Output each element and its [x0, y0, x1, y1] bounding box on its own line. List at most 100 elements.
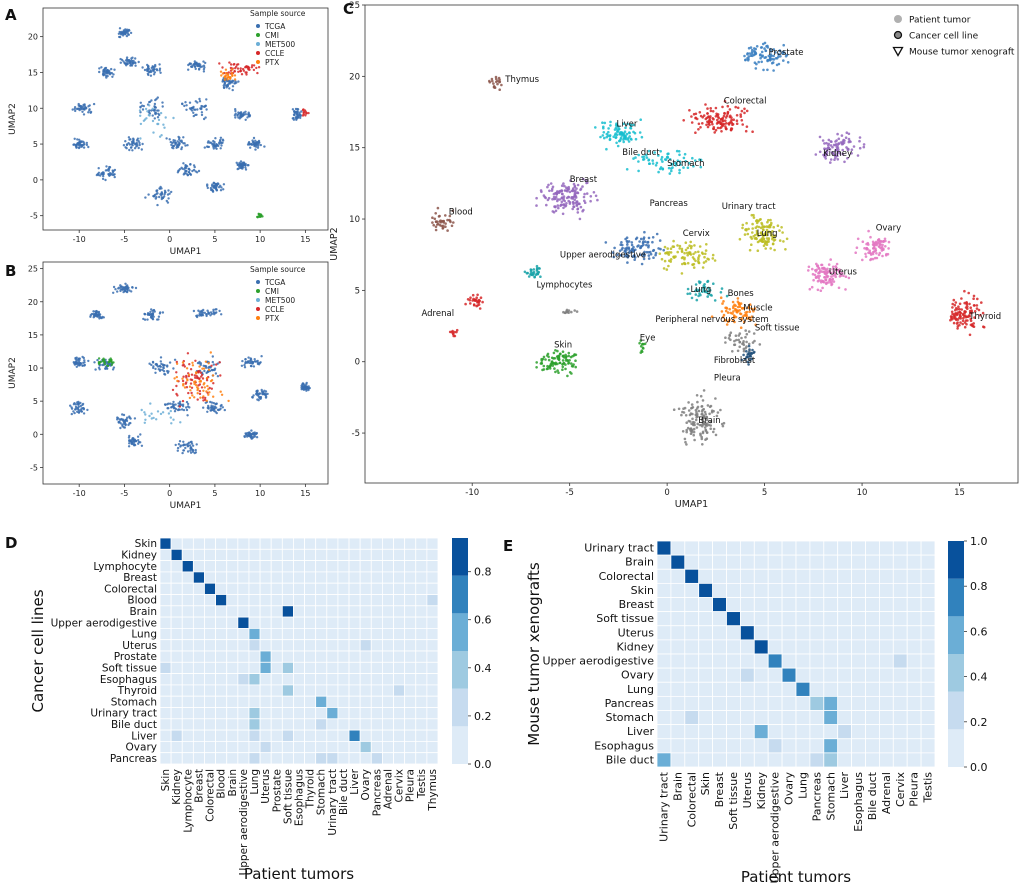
- sample-point: [448, 214, 452, 218]
- tcga-point: [248, 114, 252, 118]
- heatmap-cell: [304, 707, 317, 720]
- heatmap-cell: [270, 661, 283, 674]
- heatmap-cell: [823, 710, 839, 726]
- sample-point: [572, 188, 575, 192]
- colorbar-tick-label: 0.4: [970, 671, 988, 684]
- sample-point: [683, 251, 686, 255]
- tcga-point: [159, 356, 163, 359]
- sample-point: [868, 251, 872, 254]
- sample-point: [552, 192, 556, 196]
- tcga-point: [205, 313, 208, 316]
- heatmap-cell: [281, 605, 294, 618]
- sample-point: [688, 109, 691, 112]
- tcga-point: [234, 80, 237, 83]
- sample-point: [721, 302, 724, 305]
- sample-point: [690, 296, 694, 300]
- sample-point: [764, 247, 767, 250]
- tcga-point: [187, 63, 190, 67]
- tcga-point: [222, 188, 225, 191]
- heatmap-cell: [159, 684, 172, 697]
- heatmap-cell: [865, 738, 880, 754]
- heatmap-cell: [393, 548, 406, 561]
- tcga-point: [177, 169, 180, 172]
- sample-point: [708, 123, 711, 127]
- tcga-point: [155, 193, 158, 196]
- ccle-point: [194, 376, 197, 379]
- row-label: Bile duct: [111, 719, 157, 731]
- legend-marker: [256, 298, 260, 302]
- heatmap-cell: [851, 639, 866, 655]
- sample-point: [869, 235, 872, 239]
- heatmap-cell: [248, 673, 261, 686]
- heatmap-cell: [795, 738, 811, 754]
- ptx-point: [205, 390, 208, 393]
- tcga-point: [104, 66, 108, 70]
- heatmap-cell: [823, 653, 839, 669]
- sample-point: [757, 225, 761, 229]
- ccle-point: [201, 377, 205, 380]
- ccle-point: [171, 388, 175, 392]
- sample-point: [745, 125, 749, 128]
- heatmap-cell: [404, 548, 417, 561]
- heatmap-cell: [670, 752, 686, 768]
- sample-point: [556, 204, 560, 207]
- colorbar-tick-label: 0.8: [474, 566, 492, 579]
- sample-point: [877, 242, 880, 245]
- sample-point: [655, 232, 659, 236]
- sample-point: [839, 141, 843, 144]
- sample-point: [680, 256, 684, 260]
- tcga-point: [122, 413, 126, 417]
- sample-point: [550, 362, 554, 365]
- heatmap-cell: [237, 616, 250, 629]
- sample-point: [560, 184, 564, 187]
- ccle-point: [181, 379, 185, 383]
- sample-point: [735, 114, 739, 117]
- ccle-point: [256, 71, 259, 75]
- tcga-point: [76, 138, 79, 141]
- ptx-point: [196, 392, 199, 395]
- heatmap-cell: [851, 540, 866, 556]
- heatmap-cell: [726, 540, 741, 556]
- tcga-point: [190, 440, 193, 443]
- heatmap-cell: [359, 571, 372, 584]
- sample-point: [692, 252, 695, 256]
- sample-point: [756, 249, 760, 252]
- tcga-point: [220, 144, 223, 147]
- tcga-point: [184, 101, 187, 104]
- ptx-point: [189, 389, 192, 392]
- sample-point: [556, 198, 560, 201]
- x-axis-label: UMAP1: [675, 499, 708, 510]
- sample-point: [567, 185, 570, 189]
- cmi-point: [257, 213, 261, 216]
- sample-point: [835, 139, 838, 142]
- heatmap-cell: [192, 650, 205, 663]
- sample-point: [818, 135, 822, 139]
- colorbar-tick-label: 0.0: [474, 758, 492, 771]
- colorbar-tick-label: 1.0: [970, 535, 988, 548]
- sample-point: [759, 56, 762, 60]
- sample-point: [829, 258, 832, 261]
- sample-point: [736, 106, 740, 110]
- sample-point: [553, 357, 557, 360]
- tcga-point: [161, 311, 165, 314]
- sample-point: [687, 409, 691, 412]
- heatmap-cell: [404, 537, 417, 550]
- heatmap-cell: [823, 724, 839, 740]
- tcga-point: [94, 368, 97, 371]
- sample-point: [476, 293, 479, 297]
- heatmap-cell: [337, 628, 350, 641]
- heatmap-cell: [906, 597, 922, 613]
- tcga-point: [151, 317, 154, 320]
- tcga-point: [296, 107, 299, 111]
- heatmap-cell: [712, 724, 727, 740]
- sample-point: [708, 118, 712, 122]
- sample-point: [705, 243, 708, 246]
- heatmap-cell: [270, 729, 283, 742]
- tcga-point: [255, 432, 258, 435]
- tcga-point: [161, 105, 164, 108]
- sample-point: [476, 300, 480, 304]
- sample-point: [683, 152, 687, 156]
- sample-point: [639, 237, 643, 241]
- sample-point: [453, 334, 457, 338]
- sample-point: [553, 367, 556, 370]
